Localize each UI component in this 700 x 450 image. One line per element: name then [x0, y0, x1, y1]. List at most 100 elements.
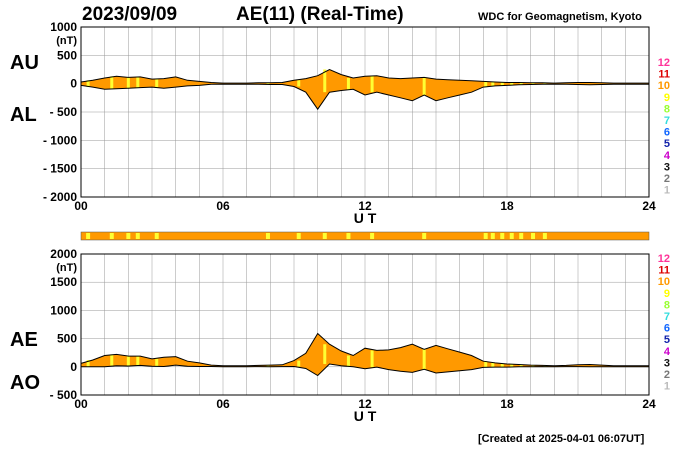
station-count-label: 9 — [664, 288, 670, 300]
highlight-stripe — [266, 82, 270, 85]
station-count-label: 4 — [664, 150, 671, 162]
status-bar-highlight — [542, 233, 547, 239]
y-tick-label: 0 — [70, 360, 77, 374]
highlight-stripe — [491, 81, 495, 86]
station-count-label: 10 — [658, 276, 670, 288]
highlight-stripe — [126, 356, 130, 366]
status-bar-highlight — [126, 233, 131, 239]
status-bar-highlight — [422, 233, 427, 239]
organization-label: WDC for Geomagnetism, Kyoto — [478, 11, 642, 23]
y-tick-label: 500 — [57, 332, 77, 346]
y-tick-label: - 1500 — [43, 162, 77, 176]
highlight-stripe — [297, 80, 301, 87]
chart-title: AE(11) (Real-Time) — [236, 4, 404, 25]
highlight-stripe — [86, 80, 90, 88]
x-tick-label: 24 — [642, 199, 656, 213]
series-line-au — [80, 68, 649, 84]
station-count-label: 5 — [664, 334, 670, 346]
station-count-label: 11 — [658, 69, 670, 81]
series-label-ae: AE — [10, 329, 38, 351]
x-tick-label: 12 — [358, 199, 372, 213]
status-bar-highlight — [109, 233, 114, 239]
status-bar-highlight — [322, 233, 327, 239]
highlight-stripe — [346, 355, 350, 367]
x-axis-label: U T — [354, 408, 377, 424]
highlight-stripe — [500, 363, 504, 368]
station-count-label: 12 — [658, 253, 670, 265]
highlight-stripe — [543, 82, 547, 85]
y-tick-label: 1500 — [50, 275, 77, 289]
station-count-label: 12 — [658, 57, 670, 69]
highlight-stripe — [323, 69, 327, 93]
ae-ao-panel: 2000 1500 1000 500 0 - 500 (nT) 00 06 12 18 24 U T AE… — [10, 247, 656, 424]
y-tick-label: 1000 — [50, 303, 77, 317]
x-tick-label: 00 — [74, 397, 88, 411]
station-count-label: 1 — [664, 381, 670, 393]
y-tick-label: - 500 — [50, 388, 78, 402]
created-timestamp: [Created at 2025-04-01 06:07UT] — [478, 433, 645, 445]
highlight-stripe — [370, 350, 374, 368]
status-bar-highlight — [500, 233, 505, 239]
highlight-stripe — [500, 82, 504, 86]
highlight-stripe — [422, 77, 426, 95]
highlight-stripe — [510, 82, 514, 86]
station-count-label: 6 — [664, 127, 670, 139]
status-bar-highlight — [531, 233, 536, 239]
highlight-stripe — [110, 354, 114, 366]
station-count-label: 7 — [664, 115, 670, 127]
fill-area — [81, 69, 649, 110]
chart-date: 2023/09/09 — [82, 4, 178, 25]
highlight-stripe — [543, 365, 547, 367]
status-bar-highlight — [509, 233, 514, 239]
fill-area — [81, 333, 649, 376]
x-tick-label: 06 — [216, 397, 230, 411]
status-bar-highlight — [154, 233, 159, 239]
highlight-stripe — [370, 75, 374, 93]
series-label-al: AL — [10, 104, 37, 126]
y-tick-label: 500 — [57, 48, 77, 62]
highlight-stripe — [155, 79, 159, 88]
station-count-label: 10 — [658, 80, 670, 92]
y-tick-label: 1000 — [50, 20, 77, 34]
y-tick-label: - 500 — [50, 105, 78, 119]
highlight-stripe — [531, 365, 535, 367]
station-count-label: 2 — [664, 369, 670, 381]
station-count-label: 3 — [664, 357, 670, 369]
status-bar-fill — [80, 231, 650, 241]
series-label-au: AU — [10, 52, 39, 74]
y-tick-label: 0 — [70, 77, 77, 91]
highlight-stripe — [155, 358, 159, 367]
y-unit-label: (nT) — [56, 262, 77, 274]
series-line-ae — [80, 332, 649, 367]
au-al-panel: 1000 500 0 - 500 - 1000 - 1500 - 2000 (nT) 00 06 1… — [10, 20, 656, 226]
highlight-stripe — [136, 356, 140, 366]
station-count-label: 3 — [664, 161, 670, 173]
highlight-stripe — [346, 78, 350, 90]
station-count-label: 1 — [664, 185, 670, 197]
status-bar-highlight — [346, 233, 351, 239]
highlight-stripe — [110, 76, 114, 89]
highlight-stripe — [531, 82, 535, 85]
highlight-stripe — [484, 361, 488, 368]
x-tick-label: 24 — [642, 397, 656, 411]
series-line-al — [80, 83, 649, 111]
status-bar-highlight — [370, 233, 375, 239]
station-count-label: 9 — [664, 92, 670, 104]
station-count-label: 6 — [664, 323, 670, 335]
highlight-stripe — [323, 344, 327, 364]
station-status-bar — [80, 231, 650, 241]
highlight-stripe — [484, 81, 488, 88]
highlight-stripe — [519, 364, 523, 367]
status-bar-highlight — [135, 233, 140, 239]
status-bar-highlight — [490, 233, 495, 239]
x-tick-label: 18 — [500, 397, 514, 411]
highlight-stripe — [422, 349, 426, 370]
x-tick-label: 06 — [216, 199, 230, 213]
y-unit-label: (nT) — [56, 35, 77, 47]
station-count-label: 4 — [664, 346, 671, 358]
highlight-stripe — [86, 360, 90, 367]
status-bar-highlight — [296, 233, 301, 239]
